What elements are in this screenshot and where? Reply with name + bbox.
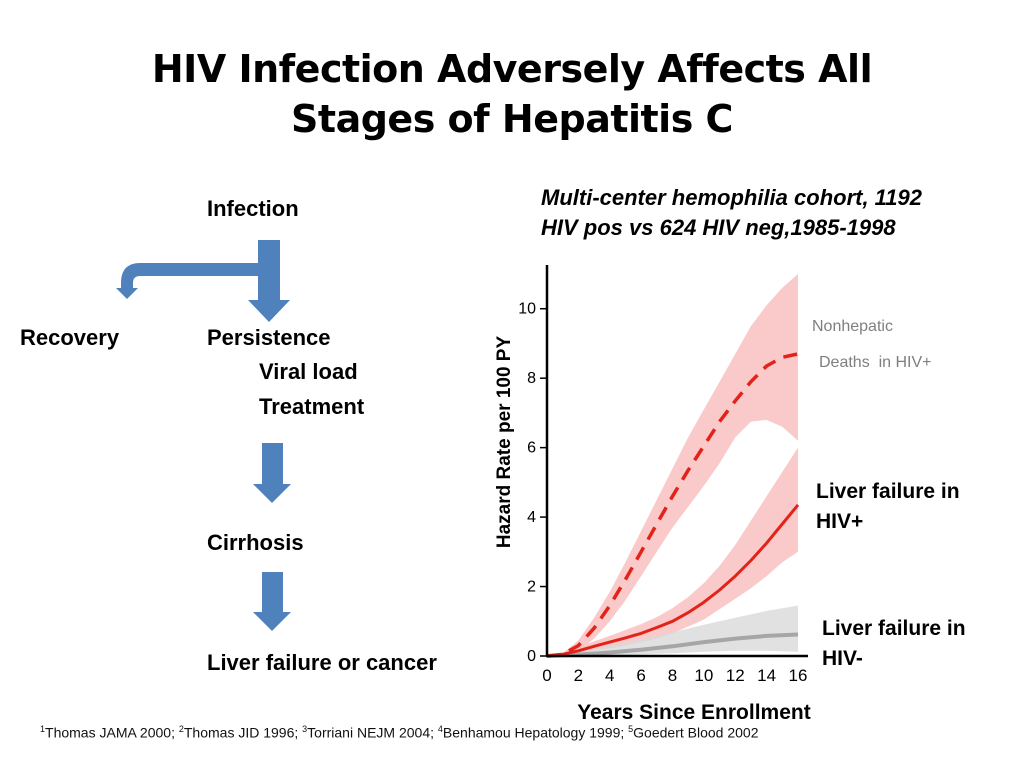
series-line-2	[546, 632, 799, 658]
arrow-persistence-to-cirrhosis	[253, 443, 291, 503]
ref3-text: Torriani NEJM 2004;	[307, 724, 438, 741]
flow-viral-load-label: Viral load	[259, 359, 358, 384]
confidence-band-series-1	[547, 447, 798, 656]
slide-title: HIV Infection Adversely Affects All Stag…	[0, 44, 1024, 144]
ref5-text: Goedert Blood 2002	[633, 724, 759, 741]
hazard-chart: 0 2 4 6 8 10 0 2 4 6 8 10 12 14 16 Hazard Rate per 10…	[494, 265, 966, 724]
y-tick-label: 4	[527, 509, 536, 526]
flow-cirrhosis-label: Cirrhosis	[207, 530, 304, 555]
series-label-liver-hivneg-line2: HIV-	[822, 647, 863, 670]
x-tick-label: 8	[668, 666, 677, 685]
x-tick-label: 6	[636, 666, 645, 685]
flow-arrows	[116, 240, 291, 631]
ref5-number: 5	[628, 724, 634, 734]
ref2-text: Thomas JID 1996;	[183, 724, 303, 741]
x-tick-label: 12	[726, 666, 745, 685]
flow-recovery-label: Recovery	[20, 325, 120, 350]
x-tick-label: 4	[605, 666, 614, 685]
arrow-to-recovery	[116, 263, 258, 299]
flow-treatment-label: Treatment	[259, 394, 365, 419]
cohort-line2: HIV pos vs 624 HIV neg,1985-1998	[541, 215, 896, 240]
flow-persistence-label: Persistence	[207, 325, 331, 350]
series-lines	[546, 352, 800, 658]
series-label-nonhepatic-line1: Nonhepatic	[812, 318, 893, 335]
x-tick-label: 16	[789, 666, 808, 685]
cohort-line1: Multi-center hemophilia cohort, 1192	[541, 185, 922, 210]
series-line-1	[546, 503, 800, 658]
ref1-text: Thomas JAMA 2000;	[45, 724, 179, 741]
series-label-nonhepatic-line2: Deaths in HIV+	[819, 354, 932, 371]
arrow-infection-to-persistence	[248, 240, 290, 322]
ref4-number: 4	[437, 724, 443, 734]
ref3-number: 3	[302, 724, 308, 734]
arrow-cirrhosis-to-liver-failure	[253, 572, 291, 631]
cohort-description: Multi-center hemophilia cohort, 1192 HIV…	[541, 183, 922, 243]
x-ticks: 0 2 4 6 8 10 12 14 16	[542, 666, 807, 685]
confidence-band-series-0	[547, 274, 798, 656]
x-tick-label: 14	[757, 666, 776, 685]
y-axis-label: Hazard Rate per 100 PY	[494, 336, 515, 549]
y-tick-label: 10	[518, 301, 536, 318]
ref4-text: Benhamou Hepatology 1999;	[442, 724, 629, 741]
y-tick-label: 6	[527, 440, 536, 457]
confidence-band-series-2	[547, 605, 798, 656]
confidence-bands	[547, 274, 798, 656]
ref1-number: 1	[40, 724, 46, 734]
ref2-number: 2	[178, 724, 184, 734]
series-label-liver-hivpos-line1: Liver failure in	[816, 480, 960, 503]
flow-liver-failure-label: Liver failure or cancer	[207, 650, 437, 675]
y-tick-label: 0	[527, 648, 536, 665]
series-label-liver-hivpos-line2: HIV+	[816, 510, 863, 533]
x-axis-label: Years Since Enrollment	[577, 701, 810, 724]
series-line-0	[546, 352, 799, 658]
slide-title-line1: HIV Infection Adversely Affects All	[151, 47, 873, 91]
y-tick-label: 8	[527, 370, 536, 387]
series-label-liver-hivneg-line1: Liver failure in	[822, 617, 966, 640]
references-footnote: 1Thomas JAMA 2000; 2Thomas JID 1996; 3To…	[40, 724, 759, 741]
x-tick-label: 2	[574, 666, 583, 685]
x-tick-label: 0	[542, 666, 551, 685]
y-ticks: 0 2 4 6 8 10	[518, 301, 547, 665]
x-tick-label: 10	[694, 666, 713, 685]
flow-infection-label: Infection	[207, 196, 299, 221]
y-tick-label: 2	[527, 579, 536, 596]
slide-title-line2: Stages of Hepatitis C	[291, 97, 733, 141]
